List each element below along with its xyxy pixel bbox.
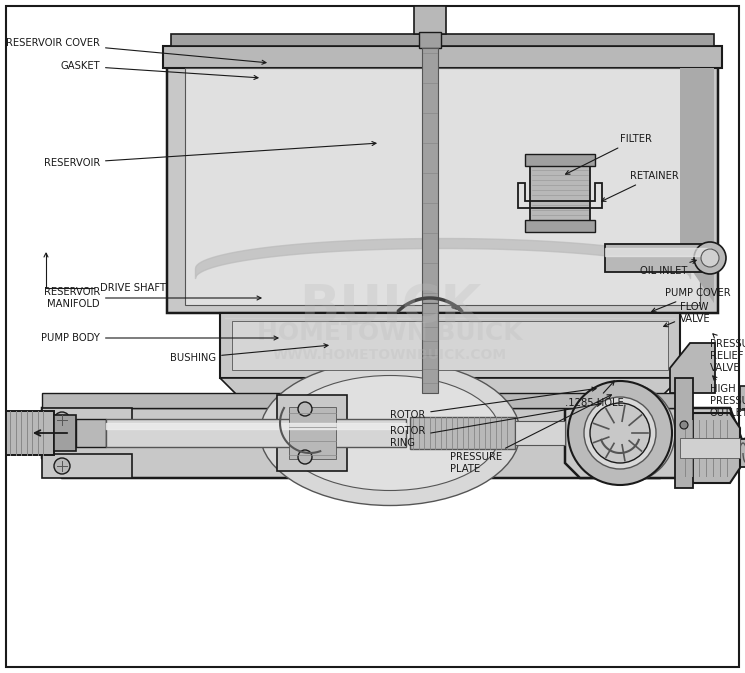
Bar [515,421,565,445]
Circle shape [54,458,70,474]
Polygon shape [670,343,715,393]
Text: HOMETOWN BUICK: HOMETOWN BUICK [257,321,523,345]
Ellipse shape [280,376,500,491]
Circle shape [568,381,672,485]
Polygon shape [42,408,680,478]
Circle shape [298,450,312,464]
Bar [277,395,347,423]
Bar [525,154,595,166]
Circle shape [54,412,70,428]
Bar [232,321,668,370]
Text: RESERVOIR: RESERVOIR [44,141,376,168]
Text: FLOW
VALVE: FLOW VALVE [664,302,711,326]
Bar [422,303,438,393]
Text: GASKET: GASKET [60,61,258,79]
Circle shape [701,249,719,267]
Bar [185,68,700,305]
Polygon shape [680,68,714,303]
Text: PRESSURE
RELIEF
VALVE: PRESSURE RELIEF VALVE [710,334,745,373]
Bar [525,220,595,232]
Polygon shape [565,408,745,478]
Bar [171,34,714,46]
Bar [740,386,745,410]
Ellipse shape [588,396,662,470]
Bar [530,158,590,228]
Polygon shape [220,378,680,408]
Bar [163,46,722,68]
Text: HIGH
PRESSURE
OUTLET: HIGH PRESSURE OUTLET [710,376,745,418]
Bar [289,407,336,459]
Text: BUSHING: BUSHING [170,344,328,363]
Text: OIL INLET: OIL INLET [640,260,696,276]
Bar [605,244,710,272]
Bar [735,439,745,467]
Text: ROTOR
RING: ROTOR RING [390,402,601,448]
Text: WWW.HOMETOWNBUICK.COM: WWW.HOMETOWNBUICK.COM [273,348,507,362]
Text: RESERVOIR COVER: RESERVOIR COVER [6,38,266,64]
Ellipse shape [260,361,520,505]
Text: BUICK: BUICK [299,282,481,334]
Bar [42,454,132,478]
Bar [422,48,438,303]
Text: PUMP COVER: PUMP COVER [652,288,731,312]
Bar [106,419,406,447]
Text: PUMP BODY: PUMP BODY [41,333,278,343]
Bar [675,378,693,488]
Ellipse shape [575,383,675,483]
Text: .1285 HOLE: .1285 HOLE [565,381,624,408]
Circle shape [680,421,688,429]
Circle shape [590,403,650,463]
Bar [6,411,54,455]
Bar [42,393,680,408]
Circle shape [584,397,656,469]
Bar [680,438,740,458]
Text: ROTOR: ROTOR [390,387,596,420]
Text: RESERVOIR
MANIFOLD: RESERVOIR MANIFOLD [44,287,261,309]
Bar [220,313,680,378]
Bar [414,6,446,34]
Bar [76,419,106,447]
Text: DRIVE SHAFT: DRIVE SHAFT [44,253,166,293]
Text: RETAINER: RETAINER [602,171,679,201]
Bar [42,408,132,432]
Bar [54,415,76,451]
Bar [285,403,340,463]
Circle shape [298,402,312,416]
Text: FILTER: FILTER [565,134,652,174]
Bar [419,32,441,48]
Text: PRESSURE
PLATE: PRESSURE PLATE [450,395,612,474]
Bar [410,417,515,449]
Circle shape [694,242,726,274]
Bar [277,443,347,471]
Polygon shape [167,48,718,313]
Polygon shape [680,413,740,483]
